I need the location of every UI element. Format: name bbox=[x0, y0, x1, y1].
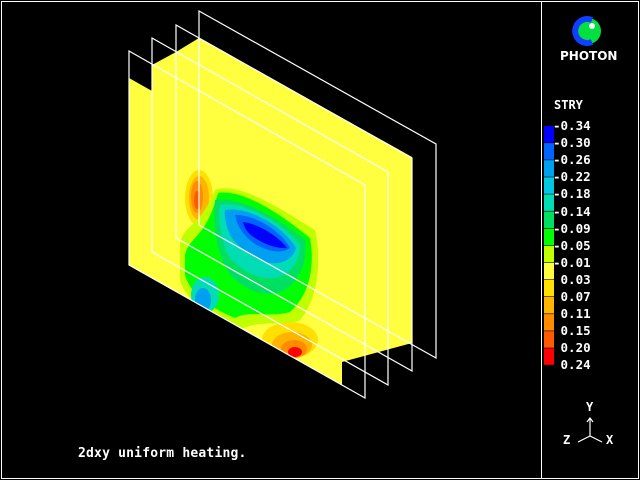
legend-band-6 bbox=[544, 228, 554, 246]
legend-level-label: 0.24 bbox=[553, 357, 591, 373]
legend-level-label: 0.11 bbox=[553, 306, 591, 322]
legend-band-9 bbox=[544, 279, 554, 297]
legend-level-label: 0.03 bbox=[553, 271, 591, 287]
legend-band-11 bbox=[544, 314, 554, 331]
legend-level-label: -0.22 bbox=[553, 169, 591, 185]
contour-neg-7 bbox=[243, 222, 287, 249]
panel-divider bbox=[541, 1, 542, 479]
legend-level-label: -0.26 bbox=[553, 152, 591, 168]
legend-level-label: -0.34 bbox=[553, 118, 591, 133]
legend-band-12 bbox=[544, 331, 554, 348]
legend-band-1 bbox=[544, 143, 554, 160]
legend-band-13 bbox=[544, 348, 554, 365]
axis-label-z: Z bbox=[563, 433, 571, 447]
legend-level-label: 0.20 bbox=[553, 340, 591, 356]
legend-level-label: 0.15 bbox=[553, 323, 591, 339]
axis-label-y: Y bbox=[586, 400, 594, 414]
photon-logo bbox=[572, 16, 601, 46]
legend-band-2 bbox=[544, 160, 554, 177]
legend-band-0 bbox=[544, 126, 554, 143]
legend-level-label: -0.18 bbox=[553, 186, 591, 202]
axis-triad bbox=[577, 417, 603, 443]
legend-band-7 bbox=[544, 245, 554, 263]
legend-colorbar bbox=[544, 126, 554, 365]
legend-level-label: -0.01 bbox=[553, 254, 591, 270]
plane-outline-4 bbox=[198, 9, 437, 360]
legend-band-4 bbox=[544, 194, 554, 211]
plot-caption: 2dxy uniform heating. bbox=[78, 446, 247, 461]
legend-band-3 bbox=[544, 177, 554, 194]
legend-band-8 bbox=[544, 262, 554, 280]
plane-outlines bbox=[128, 9, 437, 400]
contour-pos-lower-4 bbox=[288, 347, 302, 357]
plane-outline-1 bbox=[128, 49, 366, 400]
axis-label-x: X bbox=[606, 433, 614, 447]
legend-level-label: 0.07 bbox=[553, 289, 591, 304]
logo-text: PHOTON bbox=[560, 49, 618, 63]
contour-neg-lower-2 bbox=[195, 288, 211, 312]
legend-level-label: -0.09 bbox=[553, 220, 591, 236]
legend-level-label: -0.30 bbox=[553, 135, 591, 151]
legend-band-10 bbox=[544, 297, 554, 314]
legend-band-5 bbox=[544, 211, 554, 228]
plane-outline-3 bbox=[175, 23, 413, 373]
legend-level-label: -0.05 bbox=[553, 237, 591, 253]
legend-level-label: -0.14 bbox=[553, 203, 591, 219]
legend-title: STRY bbox=[554, 98, 583, 112]
plane-outline-2 bbox=[151, 36, 389, 387]
